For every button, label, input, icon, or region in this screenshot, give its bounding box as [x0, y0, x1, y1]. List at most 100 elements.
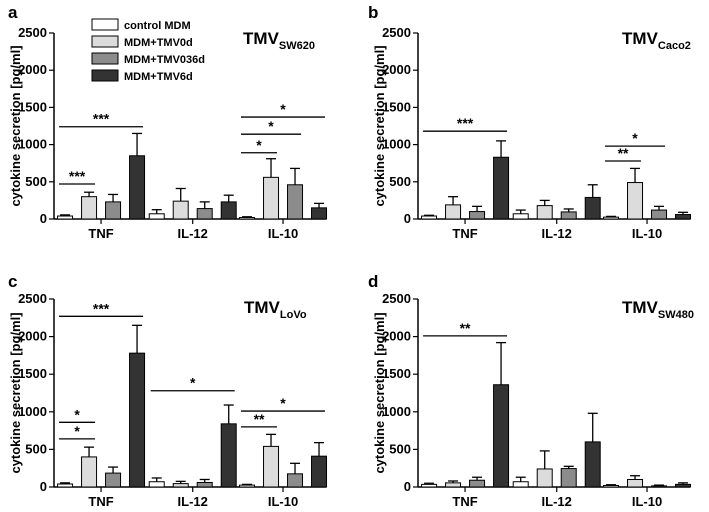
legend-swatch-1: [91, 18, 119, 31]
x-tick-label: IL-12: [542, 494, 572, 509]
legend-swatch-2: [91, 35, 119, 48]
panel-a: a cytokine secretion [pg/ml] 0 500 1000 1500 2…: [8, 3, 328, 241]
bar-1: [512, 481, 529, 488]
bar-4: [311, 455, 328, 488]
bar-2: [445, 482, 462, 488]
bar-3: [469, 211, 486, 220]
y-tick-label: 2000: [18, 62, 47, 77]
bar-1: [512, 213, 529, 220]
bar-4: [311, 207, 328, 220]
y-tick-label: 2500: [382, 291, 411, 306]
y-tick-label: 2000: [382, 329, 411, 344]
x-tick-label: TNF: [452, 494, 477, 509]
y-axis-title: cytokine secretion [pg/ml]: [8, 45, 23, 206]
significance-label: *: [632, 130, 638, 146]
y-axis-title: cytokine secretion [pg/ml]: [372, 45, 387, 206]
bar-4: [584, 196, 601, 220]
y-tick-label: 500: [389, 441, 411, 456]
panel-label: c: [8, 272, 17, 291]
legend-entry-3: MDM+TMV036d: [124, 54, 205, 66]
y-tick-label: 1000: [18, 137, 47, 152]
bar-2: [536, 205, 553, 220]
x-tick-label: TNF: [88, 226, 113, 241]
y-tick-label: 1000: [18, 404, 47, 419]
y-tick-label: 0: [40, 479, 47, 494]
bar-3: [196, 208, 213, 220]
y-tick-label: 1000: [382, 404, 411, 419]
bar-4: [493, 384, 510, 488]
legend: control MDM MDM+TMV0d MDM+TMV036d MDM+TMV6d: [91, 18, 205, 83]
title-main: TMV: [244, 298, 281, 317]
bar-3: [651, 209, 668, 220]
y-tick-label: 500: [25, 174, 47, 189]
title-subscript: LoVo: [280, 309, 307, 321]
y-tick-label: 0: [40, 211, 47, 226]
bar-4: [220, 423, 237, 488]
title-subscript: SW480: [658, 309, 694, 321]
title-main: TMV: [243, 29, 280, 48]
bar-3: [469, 479, 486, 488]
bar-2: [81, 456, 98, 488]
y-tick-label: 1500: [382, 99, 411, 114]
x-tick-label: IL-12: [542, 226, 572, 241]
legend-entry-4: MDM+TMV6d: [124, 71, 193, 83]
bar-1: [57, 483, 74, 488]
panel-c: c cytokine secretion [pg/ml] 0 500 1000 1500 2…: [8, 272, 328, 509]
y-tick-label: 1000: [382, 137, 411, 152]
bar-3: [287, 473, 304, 488]
bar-2: [445, 204, 462, 220]
y-axis-title: cytokine secretion [pg/ml]: [8, 312, 23, 473]
significance-label: *: [280, 395, 286, 411]
panel-title: TMVSW620: [243, 29, 315, 52]
x-tick-label: IL-10: [632, 494, 662, 509]
x-tick-label: IL-12: [178, 226, 208, 241]
significance-label: ***: [69, 168, 86, 184]
x-tick-label: IL-10: [268, 494, 298, 509]
y-tick-label: 2500: [18, 25, 47, 40]
bar-1: [57, 215, 74, 220]
x-tick-label: IL-10: [632, 226, 662, 241]
panel-b: b cytokine secretion [pg/ml] 0 500 1000 1500 2…: [368, 3, 692, 241]
panel-title: TMVSW480: [622, 298, 694, 321]
y-tick-label: 0: [404, 479, 411, 494]
y-tick-label: 500: [25, 441, 47, 456]
x-tick-label: IL-10: [268, 226, 298, 241]
bar-1: [603, 484, 620, 488]
bar-2: [263, 445, 280, 488]
bar-3: [105, 201, 122, 220]
y-tick-label: 2500: [382, 25, 411, 40]
significance-label: ***: [457, 115, 474, 131]
title-main: TMV: [622, 29, 659, 48]
bar-4: [675, 214, 692, 220]
panel-label: b: [368, 3, 378, 22]
panel-label: a: [8, 3, 18, 22]
bar-4: [129, 155, 146, 220]
bar-4: [584, 441, 601, 488]
panel-title: TMVLoVo: [244, 298, 307, 321]
significance-label: **: [254, 411, 265, 427]
bar-1: [421, 215, 438, 220]
bar-1: [239, 217, 256, 220]
panel-label: d: [368, 272, 378, 291]
bar-3: [105, 472, 122, 488]
significance-label: **: [618, 145, 629, 161]
title-subscript: SW620: [279, 40, 315, 52]
bar-2: [81, 196, 98, 220]
x-tick-label: TNF: [88, 494, 113, 509]
bar-3: [560, 211, 577, 220]
bar-3: [651, 485, 668, 488]
bar-1: [148, 213, 165, 220]
bar-4: [220, 201, 237, 220]
bar-1: [239, 484, 256, 488]
bar-2: [536, 468, 553, 488]
bar-2: [627, 182, 644, 220]
bar-3: [560, 468, 577, 488]
legend-swatch-4: [91, 69, 119, 82]
y-tick-label: 2000: [18, 329, 47, 344]
y-tick-label: 1500: [18, 99, 47, 114]
title-subscript: Caco2: [658, 40, 691, 52]
panel-title: TMVCaco2: [622, 29, 691, 52]
y-tick-label: 500: [389, 174, 411, 189]
significance-label: *: [268, 118, 274, 134]
